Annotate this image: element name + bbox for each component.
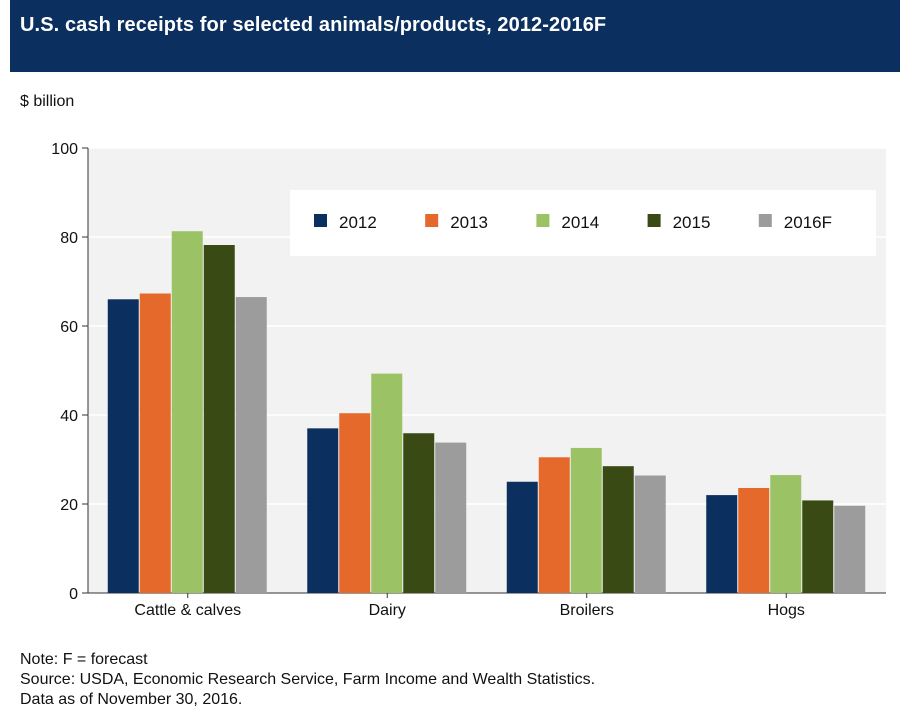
y-tick-label: 60 <box>60 319 78 336</box>
bar-2013-cattle-calves <box>139 293 171 593</box>
y-tick-label: 0 <box>69 586 78 603</box>
legend-label-2013: 2013 <box>450 213 488 232</box>
x-tick-label: Hogs <box>768 602 805 619</box>
y-tick-label: 40 <box>60 408 78 425</box>
bar-2012-hogs <box>706 495 738 593</box>
note-forecast: Note: F = forecast <box>20 651 148 668</box>
bar-2016f-broilers <box>634 475 666 593</box>
bar-2012-cattle-calves <box>107 299 139 593</box>
x-tick-label: Cattle & calves <box>134 602 241 619</box>
bar-2016f-dairy <box>435 442 467 593</box>
y-tick-label: 100 <box>51 141 78 158</box>
chart-notes: Note: F = forecast Source: USDA, Economi… <box>20 650 595 710</box>
bar-2015-dairy <box>403 433 435 593</box>
bar-2014-hogs <box>770 475 802 593</box>
legend-label-2014: 2014 <box>561 213 599 232</box>
y-tick-label: 80 <box>60 230 78 247</box>
bar-2016f-cattle-calves <box>235 297 267 593</box>
bar-2015-hogs <box>802 500 834 593</box>
chart-panel: $ billion 0 20 40 60 80 100 Cattle & calves Dai… <box>10 72 900 723</box>
bar-2012-broilers <box>506 481 538 593</box>
legend-swatch-2016f <box>758 214 772 227</box>
legend-swatch-2013 <box>425 214 439 227</box>
y-axis-unit-label: $ billion <box>20 93 75 110</box>
legend-label-2015: 2015 <box>673 213 711 232</box>
bar-2013-broilers <box>538 457 570 593</box>
bar-2014-cattle-calves <box>171 231 203 593</box>
bar-chart: 0 20 40 60 80 100 Cattle & calves Dairy Broilers… <box>51 141 886 619</box>
x-tick-label: Dairy <box>369 602 406 619</box>
x-tick-label: Broilers <box>560 602 614 619</box>
legend-swatch-2015 <box>647 214 661 227</box>
bar-2015-cattle-calves <box>203 245 235 593</box>
legend-swatch-2012 <box>314 214 327 227</box>
note-source: Source: USDA, Economic Research Service,… <box>20 671 596 688</box>
bar-2012-dairy <box>307 428 339 593</box>
bar-2013-hogs <box>738 487 770 593</box>
bar-2016f-hogs <box>834 505 866 593</box>
chart-title: U.S. cash receipts for selected animals/… <box>20 14 607 36</box>
legend-label-2012: 2012 <box>339 213 377 232</box>
y-tick-label: 20 <box>60 497 78 514</box>
bar-2015-broilers <box>602 466 634 593</box>
bar-2013-dairy <box>339 413 371 593</box>
note-data-date: Data as of November 30, 2016. <box>20 691 243 708</box>
legend-swatch-2014 <box>536 214 550 227</box>
chart-header: U.S. cash receipts for selected animals/… <box>10 0 900 72</box>
legend-label-2016f: 2016F <box>784 213 832 232</box>
legend-box <box>290 190 876 256</box>
bar-2014-dairy <box>371 373 403 593</box>
bar-2014-broilers <box>570 447 602 593</box>
